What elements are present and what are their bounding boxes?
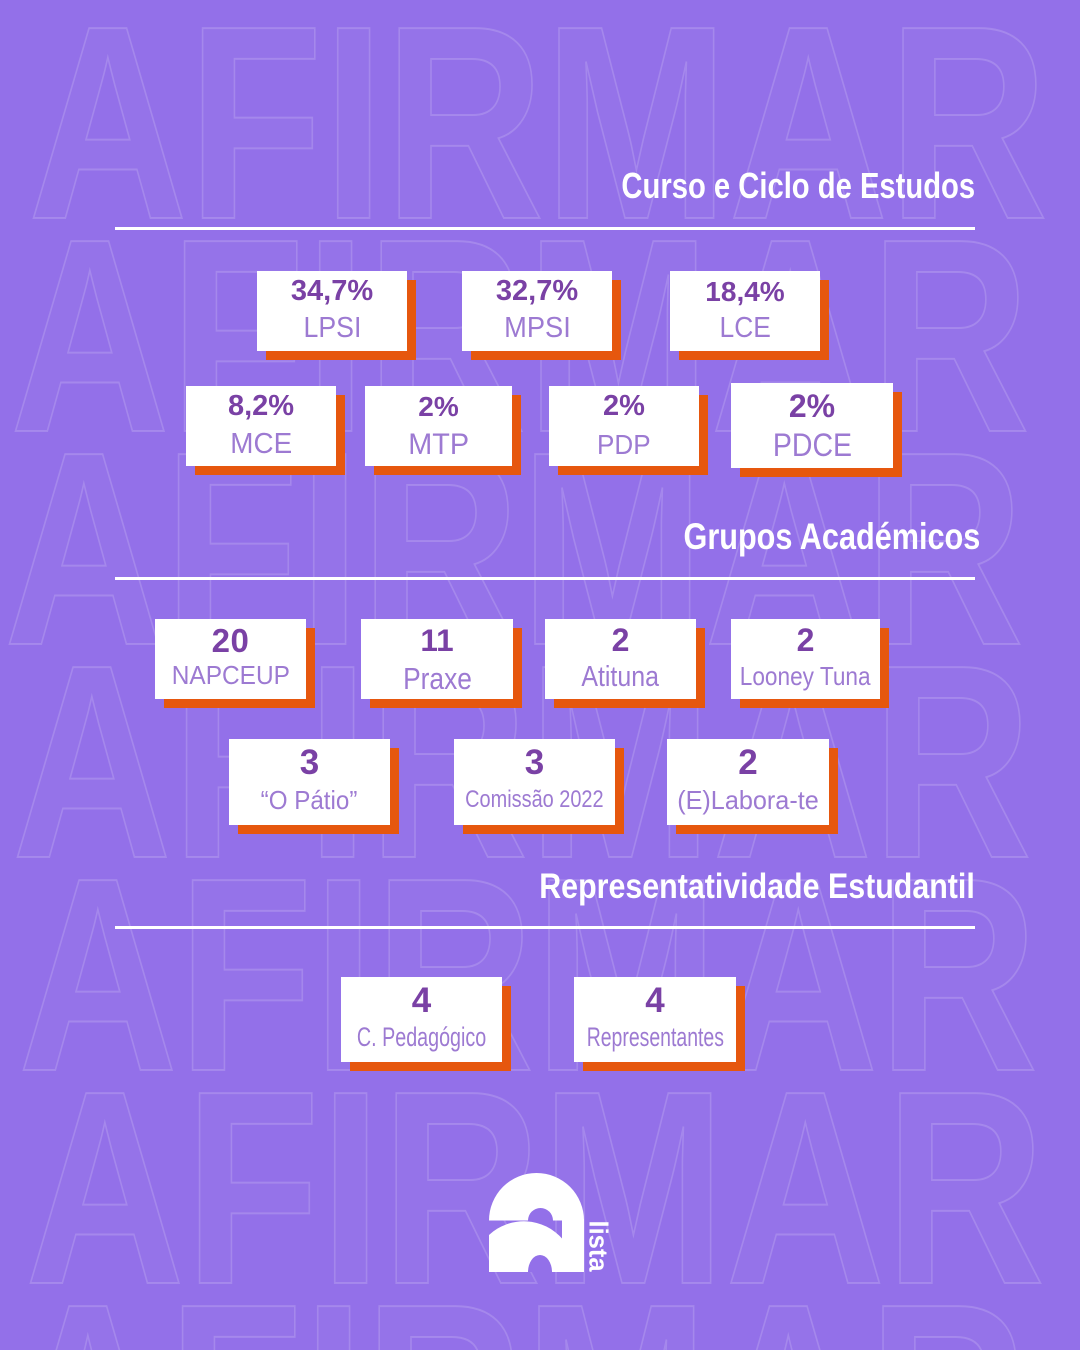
svg-text:lista: lista — [584, 1221, 612, 1273]
svg-text:AFIRMAR: AFIRMAR — [28, 0, 1048, 277]
svg-text:AFIRMAR: AFIRMAR — [18, 821, 1038, 1129]
